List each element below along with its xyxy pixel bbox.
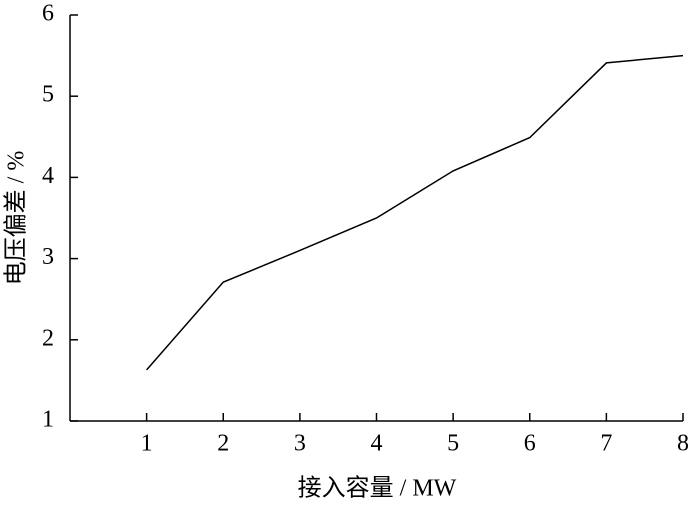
y-tick-label: 2: [42, 325, 54, 351]
y-tick-label: 6: [42, 1, 54, 27]
y-tick-label: 3: [42, 244, 54, 270]
y-tick-label: 1: [42, 407, 54, 433]
x-tick-label: 4: [371, 431, 383, 457]
y-tick-label: 4: [42, 163, 54, 189]
x-tick-label: 7: [600, 431, 612, 457]
y-tick-label: 5: [42, 82, 54, 108]
data-line: [146, 54, 684, 371]
x-axis-label: 接入容量 / MW: [298, 475, 457, 502]
x-tick-label: 5: [447, 431, 459, 457]
x-tick-label: 8: [677, 431, 689, 457]
x-tick-label: 3: [294, 431, 306, 457]
x-tick-label: 2: [217, 431, 229, 457]
x-tick-label: 1: [141, 431, 153, 457]
x-tick-label: 6: [524, 431, 536, 457]
y-axis-label: 电压偏差 / %: [3, 151, 30, 286]
